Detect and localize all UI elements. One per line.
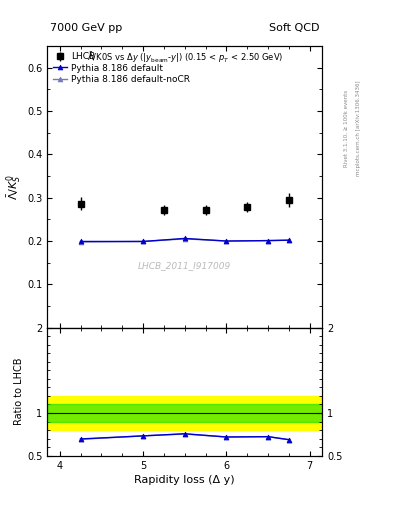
- Text: 7000 GeV pp: 7000 GeV pp: [50, 24, 122, 33]
- Text: Soft QCD: Soft QCD: [269, 24, 320, 33]
- Text: LHCB_2011_I917009: LHCB_2011_I917009: [138, 261, 231, 270]
- Pythia 8.186 default-noCR: [286, 237, 291, 243]
- Pythia 8.186 default: [141, 239, 145, 245]
- Pythia 8.186 default: [266, 238, 270, 244]
- Bar: [47, 396, 322, 430]
- Legend: LHCB, Pythia 8.186 default, Pythia 8.186 default-noCR: LHCB, Pythia 8.186 default, Pythia 8.186…: [51, 51, 191, 86]
- Line: Pythia 8.186 default-noCR: Pythia 8.186 default-noCR: [78, 237, 291, 244]
- Text: mcplots.cern.ch [arXiv:1306.3436]: mcplots.cern.ch [arXiv:1306.3436]: [356, 80, 361, 176]
- Text: Rivet 3.1.10, ≥ 100k events: Rivet 3.1.10, ≥ 100k events: [344, 90, 349, 166]
- Pythia 8.186 default: [78, 239, 83, 245]
- Pythia 8.186 default: [182, 236, 187, 242]
- Pythia 8.186 default-noCR: [78, 239, 83, 245]
- Pythia 8.186 default-noCR: [224, 238, 229, 244]
- Y-axis label: $\bar{\Lambda}/K^0_S$: $\bar{\Lambda}/K^0_S$: [5, 174, 24, 200]
- Pythia 8.186 default: [224, 238, 229, 244]
- X-axis label: Rapidity loss (Δ y): Rapidity loss (Δ y): [134, 475, 235, 485]
- Pythia 8.186 default-noCR: [182, 236, 187, 242]
- Bar: [47, 404, 322, 421]
- Pythia 8.186 default: [286, 237, 291, 243]
- Line: Pythia 8.186 default: Pythia 8.186 default: [78, 236, 291, 244]
- Y-axis label: Ratio to LHCB: Ratio to LHCB: [14, 358, 24, 425]
- Text: $\bar{\Lambda}$/K0S vs $\Delta y$ ($|y_{\rm beam}$-$y|$) (0.15 < $p_T$ < 2.50 Ge: $\bar{\Lambda}$/K0S vs $\Delta y$ ($|y_{…: [86, 50, 283, 65]
- Pythia 8.186 default-noCR: [141, 239, 145, 245]
- Pythia 8.186 default-noCR: [266, 238, 270, 244]
